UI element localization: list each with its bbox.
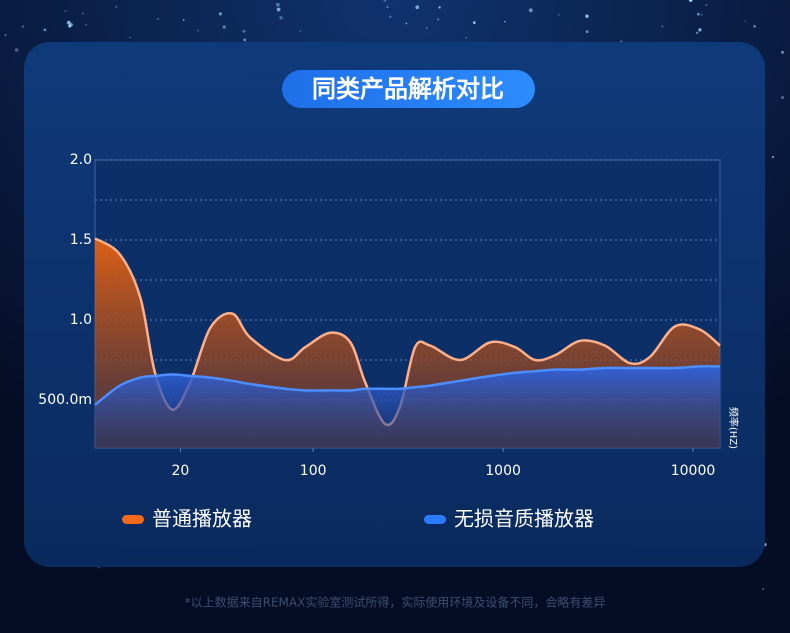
- y-tick-label: 2.0: [70, 152, 92, 168]
- footnote: *以上数据来自REMAX实验室测试所得，实际使用环境及设备不同，会略有差异: [185, 595, 606, 610]
- star: [4, 33, 7, 37]
- star: [299, 30, 302, 33]
- star: [66, 20, 71, 25]
- x-tick-label: 10000: [671, 463, 716, 479]
- star: [388, 15, 392, 19]
- star: [705, 4, 708, 6]
- star: [753, 25, 756, 28]
- star: [772, 156, 774, 158]
- star: [661, 25, 664, 28]
- y-tick-label: 1.0: [70, 312, 92, 328]
- legend-swatch: [424, 515, 446, 524]
- star: [386, 5, 389, 8]
- star: [243, 38, 247, 42]
- star: [698, 28, 702, 32]
- chart-title: 同类产品解析对比: [312, 75, 504, 103]
- legend-swatch: [122, 515, 144, 524]
- star: [762, 588, 765, 590]
- star: [279, 16, 283, 20]
- star: [81, 12, 84, 15]
- star: [504, 20, 506, 23]
- x-tick-label: 20: [172, 463, 190, 479]
- y-tick-label: 1.5: [70, 232, 92, 248]
- star: [64, 10, 67, 13]
- star: [528, 8, 533, 13]
- star: [383, 0, 387, 2]
- y-tick-label: 500.0m: [38, 392, 92, 408]
- star: [85, 24, 87, 26]
- star: [697, 12, 700, 16]
- legend-label: 无损音质播放器: [454, 507, 594, 531]
- star: [781, 50, 784, 54]
- star: [275, 2, 280, 7]
- star: [115, 5, 118, 8]
- x-tick-label: 1000: [485, 463, 521, 479]
- star: [157, 18, 159, 20]
- star: [222, 25, 226, 29]
- star: [21, 25, 25, 28]
- star: [182, 19, 185, 21]
- line: [94, 365, 721, 406]
- star: [218, 12, 223, 16]
- star: [472, 21, 476, 24]
- x-tick-label: 100: [300, 463, 327, 479]
- star: [696, 31, 699, 34]
- star: [43, 28, 47, 32]
- star: [129, 36, 131, 39]
- legend-label: 普通播放器: [152, 507, 252, 531]
- star: [688, 0, 693, 2]
- star: [436, 18, 440, 21]
- star: [780, 96, 785, 100]
- star: [405, 22, 408, 25]
- star: [557, 13, 560, 16]
- x-axis-label: 频率(HZ): [727, 407, 740, 449]
- area: [95, 366, 720, 448]
- title-pill: [282, 70, 535, 108]
- star: [426, 26, 428, 29]
- star: [465, 37, 468, 39]
- star: [14, 48, 19, 52]
- star: [196, 29, 200, 32]
- star: [415, 5, 420, 10]
- star: [242, 29, 246, 33]
- star: [585, 14, 589, 18]
- star: [276, 7, 281, 12]
- star: [438, 6, 441, 9]
- star: [585, 30, 589, 34]
- star: [700, 13, 703, 16]
- star: [68, 24, 72, 28]
- star: [744, 20, 746, 22]
